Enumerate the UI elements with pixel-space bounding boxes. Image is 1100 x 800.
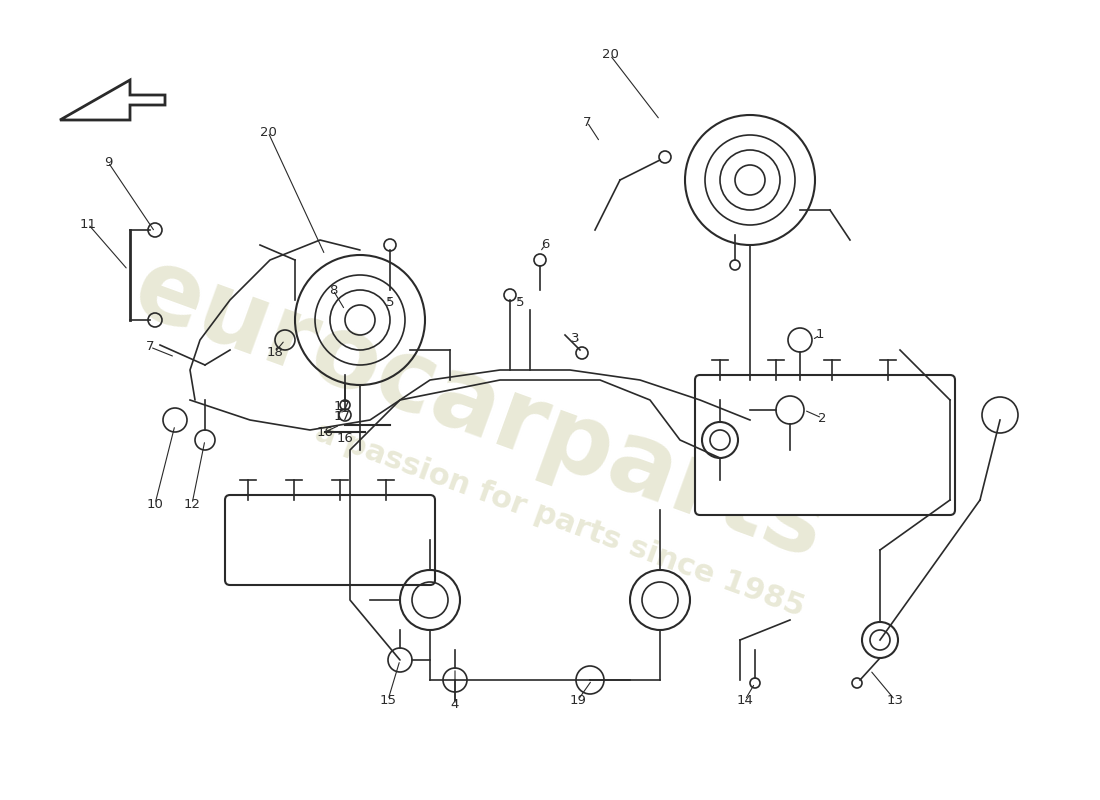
Text: 17: 17 xyxy=(333,410,351,423)
Text: 3: 3 xyxy=(571,331,580,345)
Text: 11: 11 xyxy=(79,218,97,230)
Text: 7: 7 xyxy=(145,341,154,354)
Text: 7: 7 xyxy=(583,115,592,129)
Text: 9: 9 xyxy=(103,155,112,169)
Text: 12: 12 xyxy=(184,498,200,510)
Text: eurocarparts: eurocarparts xyxy=(121,240,839,580)
FancyBboxPatch shape xyxy=(226,495,434,585)
Text: 15: 15 xyxy=(379,694,396,706)
Text: 14: 14 xyxy=(737,694,754,706)
Text: 19: 19 xyxy=(570,694,586,706)
Text: 6: 6 xyxy=(541,238,549,251)
Text: 2: 2 xyxy=(817,411,826,425)
Text: a passion for parts since 1985: a passion for parts since 1985 xyxy=(311,418,808,622)
Text: 1: 1 xyxy=(816,329,824,342)
Text: 5: 5 xyxy=(386,295,394,309)
Text: 5: 5 xyxy=(516,295,525,309)
Text: 18: 18 xyxy=(266,346,284,358)
Polygon shape xyxy=(60,80,165,120)
Text: 8: 8 xyxy=(329,283,338,297)
Text: 20: 20 xyxy=(602,49,618,62)
Text: 4: 4 xyxy=(451,698,459,711)
Text: 10: 10 xyxy=(146,498,164,510)
Text: 16: 16 xyxy=(317,426,333,438)
Text: 20: 20 xyxy=(260,126,276,138)
FancyBboxPatch shape xyxy=(695,375,955,515)
Text: 16: 16 xyxy=(337,432,353,445)
Text: 17: 17 xyxy=(333,399,351,413)
Text: 13: 13 xyxy=(887,694,903,706)
